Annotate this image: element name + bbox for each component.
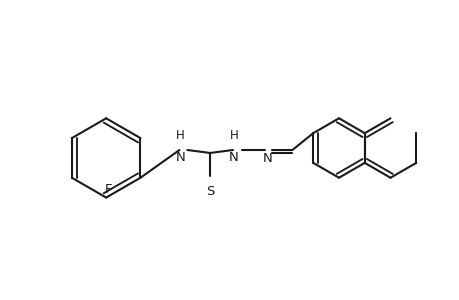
Text: S: S <box>206 185 214 198</box>
Text: H: H <box>229 129 238 142</box>
Text: F: F <box>104 183 112 196</box>
Text: N: N <box>262 152 272 165</box>
Text: H: H <box>176 129 185 142</box>
Text: N: N <box>229 151 238 164</box>
Text: N: N <box>175 151 185 164</box>
